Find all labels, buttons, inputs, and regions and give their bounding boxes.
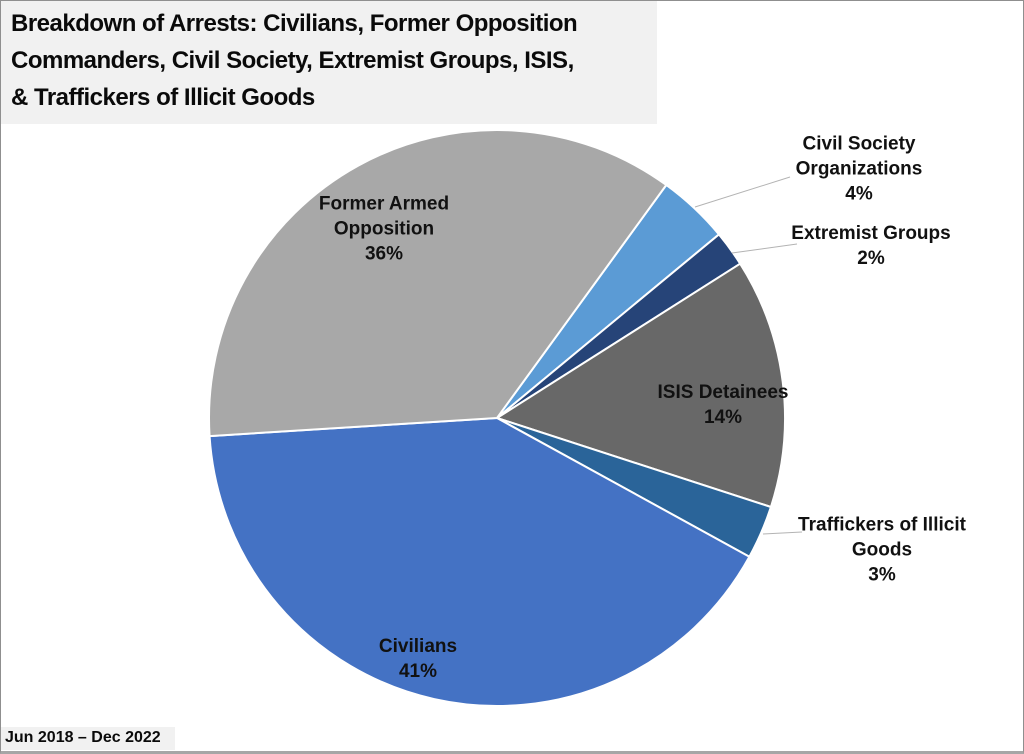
leader-line-civil-society-organizations — [694, 176, 791, 208]
slice-label-line: 3% — [868, 564, 896, 586]
slice-label-civil-society-organizations: Civil Society Organizations 4% — [796, 132, 923, 207]
leader-line-traffickers-of-illicit-goods — [762, 531, 803, 535]
pie-slice-former-armed-opposition — [208, 129, 668, 438]
slice-label-line: Former Armed — [318, 193, 450, 215]
slice-label-civilians: Civilians 41% — [379, 634, 457, 684]
slice-label-line: 41% — [398, 661, 438, 682]
slice-label-line: Opposition — [333, 218, 435, 240]
slice-label-line: Goods — [851, 539, 913, 561]
leader-line-extremist-groups — [731, 243, 798, 254]
chart-title-line-3: & Traffickers of Illicit Goods — [11, 84, 315, 111]
slice-label-line: Civil Society — [802, 133, 916, 155]
chart-title-line-1: Breakdown of Arrests: Civilians, Former … — [11, 10, 578, 37]
chart-title-line-2: Commanders, Civil Society, Extremist Gro… — [11, 47, 574, 74]
pie-slice-isis-detainees — [496, 262, 786, 508]
slice-label-line: Organizations — [795, 158, 923, 180]
pie-slice-civilians — [208, 417, 751, 708]
slice-label-traffickers-of-illicit-goods: Traffickers of Illicit Goods 3% — [798, 513, 966, 588]
slice-label-line: 36% — [364, 243, 404, 265]
slice-label-former-armed-opposition: Former Armed Opposition 36% — [319, 192, 449, 267]
date-range-label: Jun 2018 – Dec 2022 — [1, 727, 175, 750]
slice-label-line: Civilians — [378, 636, 458, 657]
slice-label-line: 4% — [845, 183, 873, 205]
slice-label-extremist-groups: Extremist Groups 2% — [791, 221, 950, 271]
slice-label-line: 2% — [857, 248, 885, 269]
slice-label-line: ISIS Detainees — [657, 382, 789, 403]
slice-label-line: 14% — [703, 407, 743, 428]
slice-label-line: Extremist Groups — [791, 223, 951, 244]
slice-label-line: Traffickers of Illicit — [798, 514, 966, 536]
slice-label-isis-detainees: ISIS Detainees 14% — [658, 380, 789, 430]
chart-title: Breakdown of Arrests: Civilians, Former … — [1, 1, 657, 124]
